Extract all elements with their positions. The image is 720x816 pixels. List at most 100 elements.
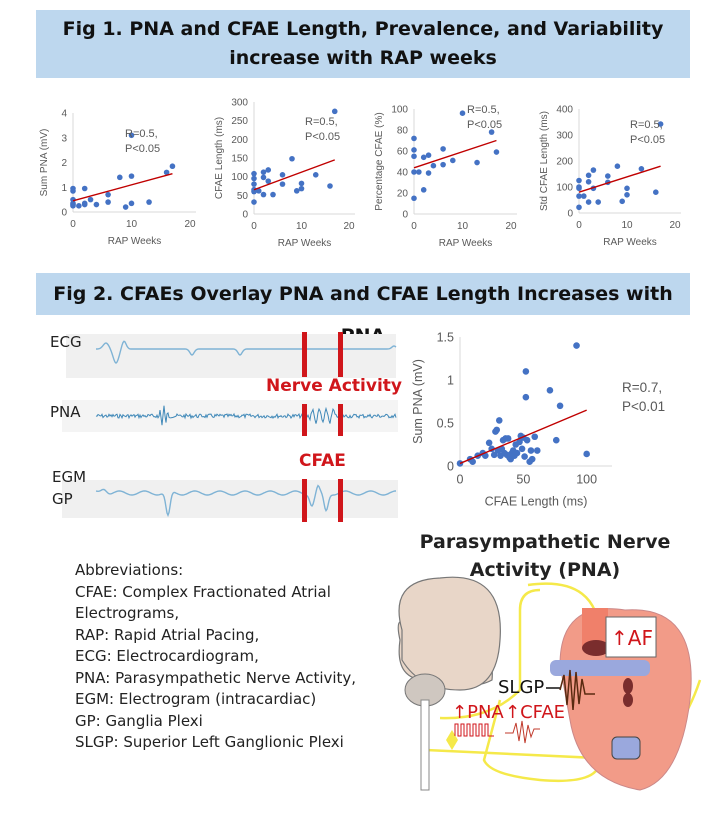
spinal-cord: [420, 699, 430, 791]
abbreviation-line: SLGP: Superior Left Ganglionic Plexi: [75, 733, 344, 751]
marker-bar: [338, 479, 343, 522]
abbreviation-line: CFAE: Complex Fractionated Atrial: [75, 582, 331, 601]
data-point: [265, 178, 272, 184]
data-point: [624, 185, 630, 192]
abbreviation-line: GP: Ganglia Plexi: [75, 711, 203, 730]
x-tick-label: 10: [457, 221, 469, 232]
data-point: [521, 453, 528, 460]
marker-bar: [338, 404, 343, 436]
data-point: [411, 195, 417, 202]
y-tick-label: 100: [556, 183, 573, 194]
egm-label: EGM: [52, 468, 87, 486]
y-tick-label: 200: [556, 157, 573, 168]
y-axis-label: Sum PNA (mV): [411, 359, 425, 444]
data-point: [488, 129, 495, 135]
data-point: [490, 451, 498, 459]
stats-annotation: P<0.01: [622, 399, 665, 414]
data-point: [573, 342, 580, 349]
y-axis-label: Std CFAE Length (ms): [539, 111, 550, 211]
data-point: [265, 167, 272, 173]
nerve-path: [482, 582, 602, 782]
stats-annotation: P<0.05: [467, 119, 502, 131]
data-point: [653, 189, 659, 195]
y-tick-label: 1: [61, 183, 67, 194]
data-point: [251, 170, 257, 177]
data-point: [528, 455, 536, 463]
data-point: [531, 433, 539, 441]
x-tick-label: 0: [70, 219, 76, 230]
data-point: [163, 169, 170, 176]
y-tick-label: 50: [237, 191, 249, 202]
brain-cerebrum: [398, 576, 501, 691]
data-point: [416, 169, 422, 175]
data-point: [585, 199, 592, 205]
y-tick-label: 0: [447, 459, 454, 473]
data-point: [425, 170, 432, 176]
abbreviation-line: PNA: Parasympathetic Nerve Activity,: [75, 668, 357, 687]
pulmonary-vein: [623, 693, 633, 707]
data-point: [327, 183, 333, 189]
data-point: [81, 185, 88, 192]
x-axis-label: RAP Weeks: [278, 238, 332, 249]
data-point: [87, 196, 94, 203]
pna-increase-label: ↑PNA: [452, 702, 504, 723]
y-tick-label: 100: [391, 105, 408, 116]
af-label: ↑AF: [611, 626, 653, 650]
y-tick-label: 0: [61, 208, 67, 219]
stats-annotation: R=0.5,: [125, 128, 158, 140]
data-point: [289, 155, 295, 162]
trend-line: [578, 165, 661, 193]
data-point: [81, 201, 88, 208]
pna-label: PNA: [50, 403, 81, 421]
data-point: [251, 199, 257, 205]
data-point: [590, 167, 597, 173]
abbreviations: Abbreviations: CFAE: Complex Fractionate…: [75, 560, 356, 754]
x-axis-label: RAP Weeks: [439, 238, 493, 249]
data-point: [251, 181, 257, 187]
y-tick-label: 4: [61, 109, 67, 120]
x-axis-label: RAP Weeks: [108, 236, 162, 247]
data-point: [556, 402, 564, 410]
y-tick-label: 100: [231, 172, 248, 183]
y-tick-label: 0.5: [437, 416, 454, 430]
data-point: [440, 161, 446, 168]
data-point: [260, 169, 267, 175]
x-tick-label: 10: [621, 220, 633, 231]
data-point: [279, 181, 286, 187]
data-point: [583, 450, 590, 458]
data-point: [523, 436, 531, 444]
data-point: [516, 438, 523, 446]
data-point: [485, 439, 493, 447]
data-point: [70, 188, 76, 194]
data-point: [298, 185, 305, 192]
y-tick-label: 0: [567, 209, 573, 220]
data-point: [420, 154, 427, 161]
stats-annotation: P<0.05: [125, 143, 160, 155]
ganglion-icon: [446, 730, 458, 750]
data-point: [585, 179, 592, 185]
abbreviation-line: RAP: Rapid Atrial Pacing,: [75, 625, 260, 644]
data-point: [576, 193, 582, 199]
y-tick-label: 1.5: [437, 330, 454, 344]
data-point: [522, 393, 530, 401]
gp-label: GP: [52, 490, 73, 508]
trend-line: [413, 139, 497, 169]
data-point: [585, 172, 592, 179]
y-tick-label: 250: [231, 116, 248, 127]
x-axis-label: RAP Weeks: [603, 237, 657, 248]
abbreviation-line: Electrograms,: [75, 604, 180, 622]
y-tick-label: 300: [556, 131, 573, 142]
x-tick-label: 20: [669, 220, 681, 231]
stats-annotation: P<0.05: [305, 131, 340, 143]
data-point: [128, 132, 135, 139]
data-point: [425, 152, 432, 158]
marker-bar: [302, 479, 307, 522]
data-point: [411, 169, 417, 175]
stats-annotation: R=0.7,: [622, 380, 662, 395]
illustration-title: Parasympathetic Nerve Activity (PNA): [395, 528, 695, 584]
abbreviation-line: EGM: Electrogram (intracardiac): [75, 690, 317, 708]
stats-annotation: R=0.5,: [305, 116, 338, 128]
x-tick-label: 0: [457, 473, 464, 487]
data-point: [493, 426, 501, 434]
